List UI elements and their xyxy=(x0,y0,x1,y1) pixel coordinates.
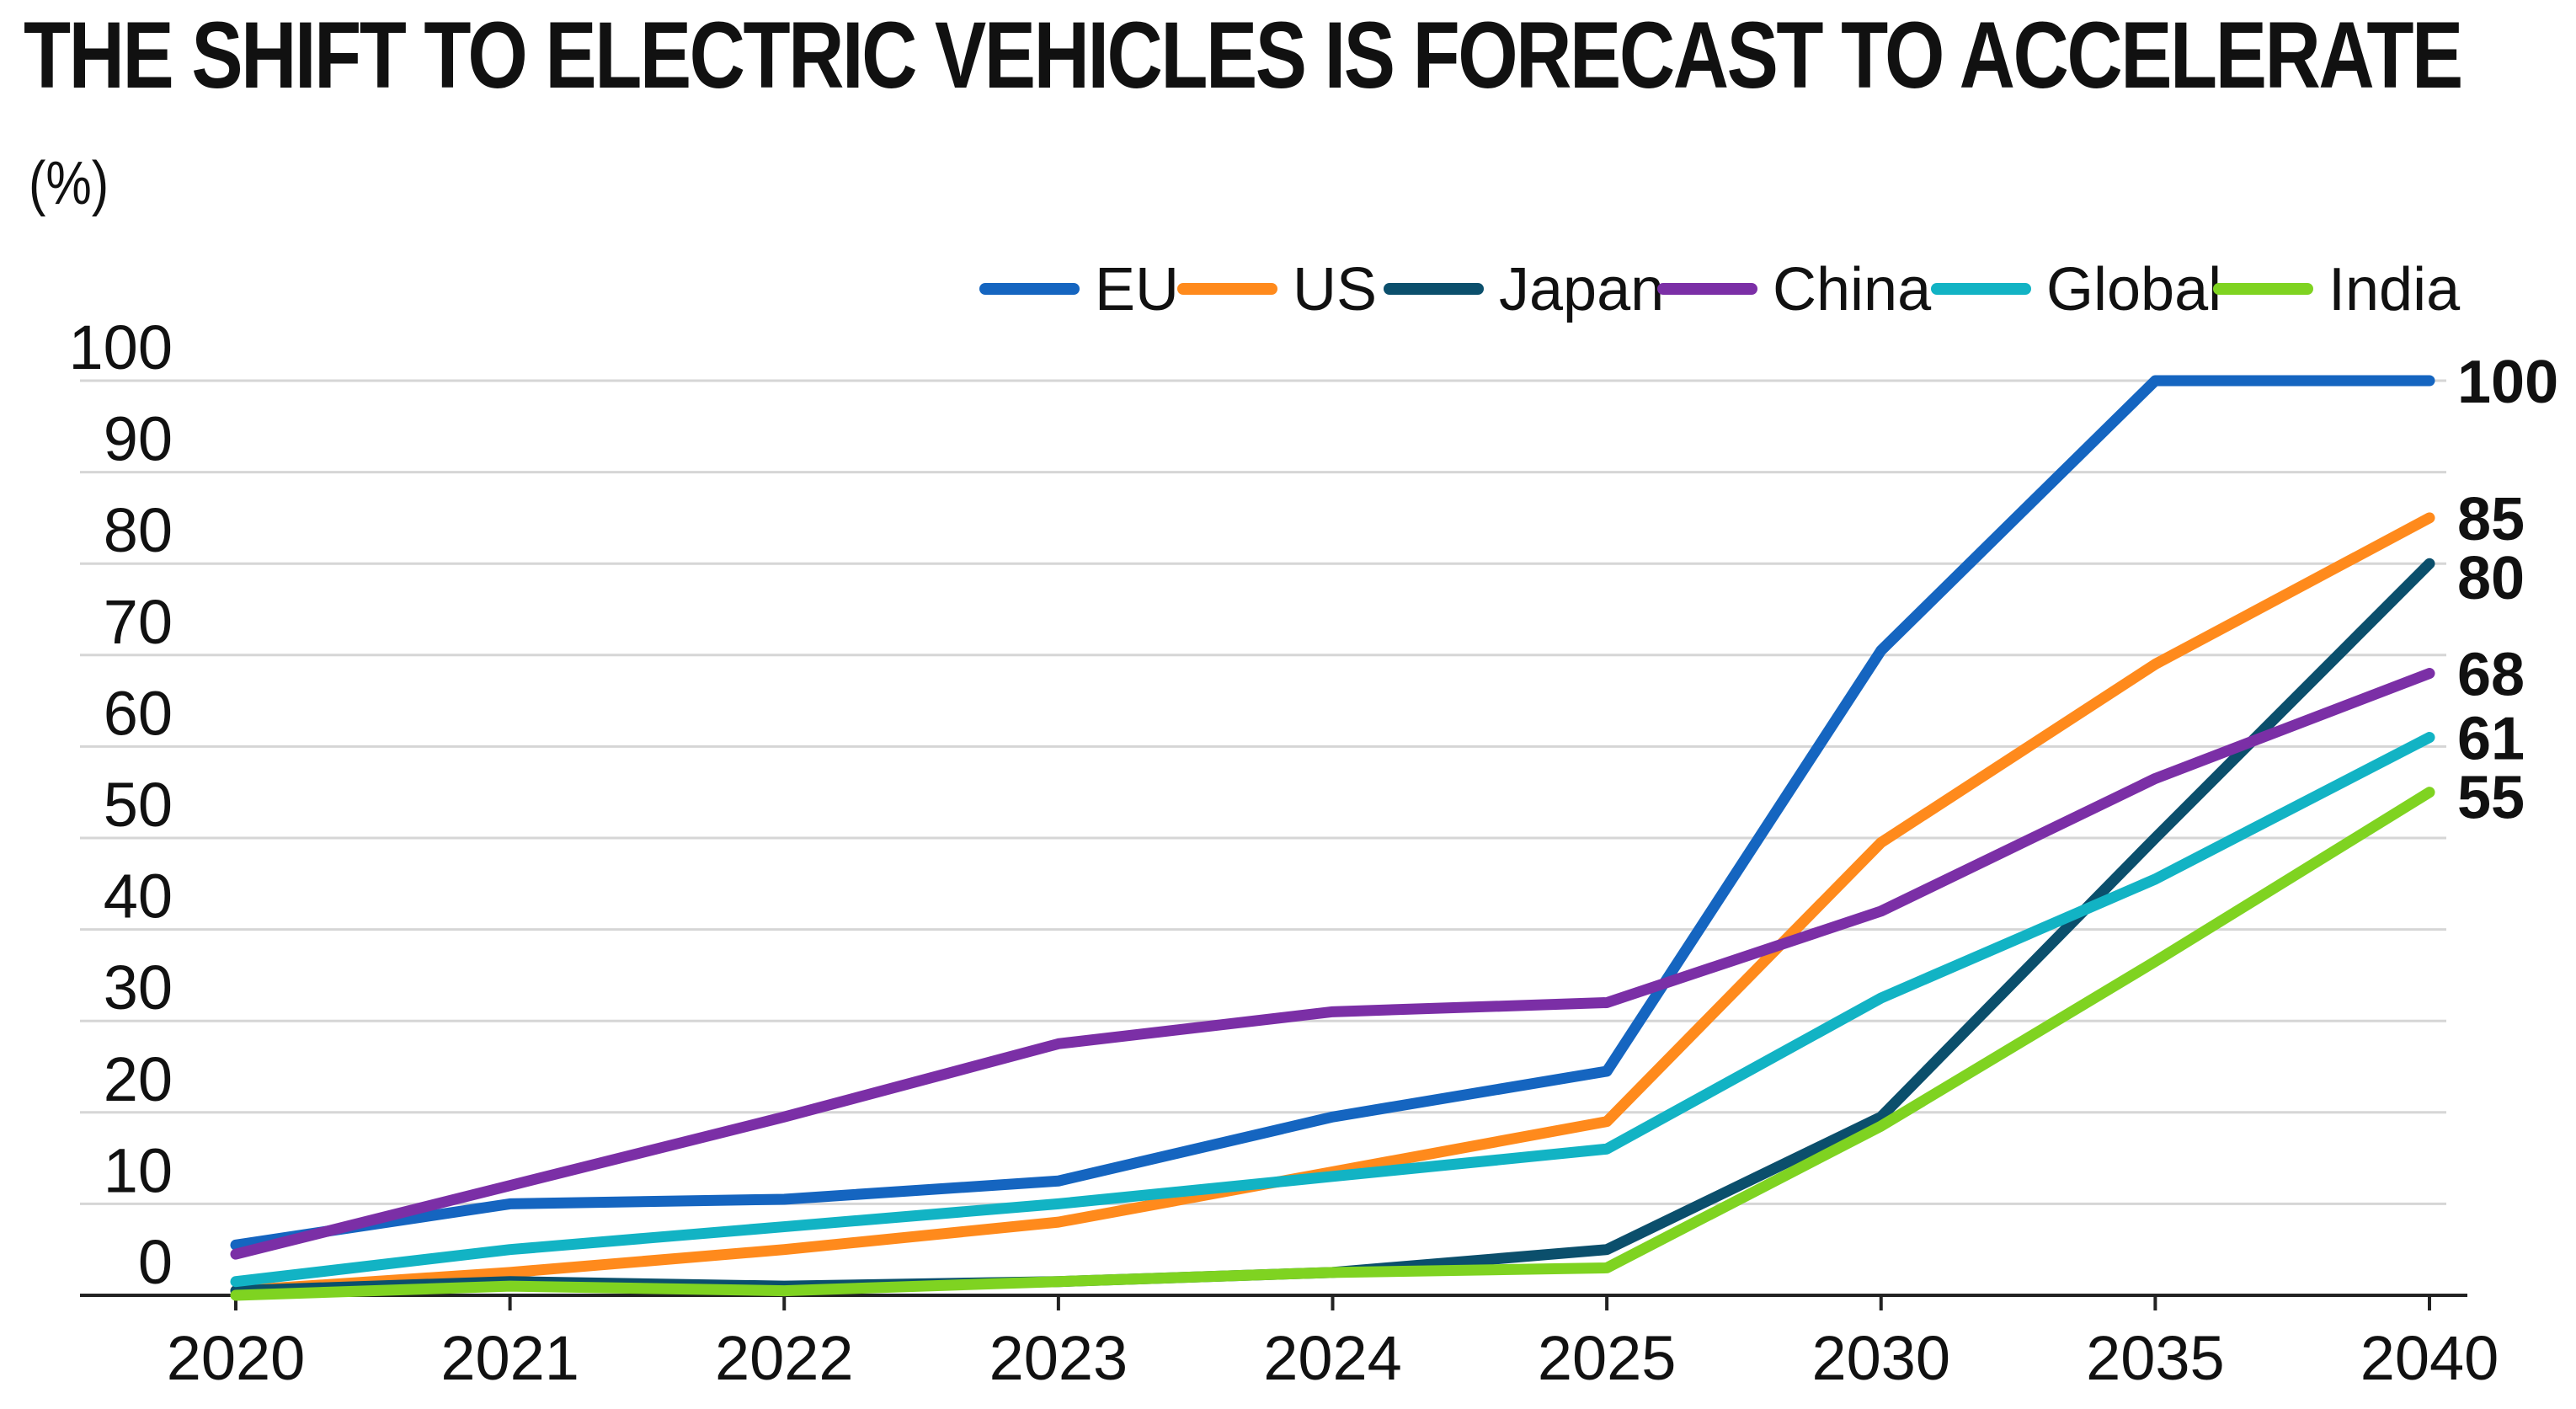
legend-label-india: India xyxy=(2328,256,2461,323)
x-axis-ticks: 2020 2021 2022 2023 2024 2025 2030 2035 2040 xyxy=(167,1295,2499,1393)
y-axis-unit-label: (%) xyxy=(29,150,109,217)
x-tick-label-2022: 2022 xyxy=(715,1323,854,1393)
legend-label-us: US xyxy=(1293,256,1377,323)
gridlines xyxy=(80,379,2446,1205)
y-tick-label-100: 100 xyxy=(69,312,173,382)
x-tick-label-2020: 2020 xyxy=(167,1323,306,1393)
legend-label-japan: Japan xyxy=(1499,256,1664,323)
series-lines xyxy=(230,375,2435,1301)
end-label-global: 61 xyxy=(2457,706,2525,773)
y-tick-label-40: 40 xyxy=(104,862,173,931)
y-tick-label-90: 90 xyxy=(104,404,173,474)
end-label-us: 85 xyxy=(2457,486,2525,553)
legend-label-eu: EU xyxy=(1095,256,1179,323)
legend-label-china: China xyxy=(1773,256,1932,323)
y-axis-ticks: 0 10 20 30 40 50 60 70 80 90 100 xyxy=(69,312,173,1297)
y-tick-label-30: 30 xyxy=(104,953,173,1022)
series-line-india xyxy=(230,787,2435,1301)
y-tick-label-60: 60 xyxy=(104,678,173,748)
end-label-china: 68 xyxy=(2457,642,2525,709)
series-line-eu xyxy=(230,375,2435,1251)
x-tick-label-2025: 2025 xyxy=(1538,1323,1677,1393)
x-tick-label-2021: 2021 xyxy=(440,1323,579,1393)
x-tick-label-2040: 2040 xyxy=(2360,1323,2499,1393)
y-tick-label-80: 80 xyxy=(104,495,173,565)
legend: EU US Japan China Global India xyxy=(979,256,2461,323)
x-tick-label-2035: 2035 xyxy=(2086,1323,2225,1393)
y-tick-label-10: 10 xyxy=(104,1135,173,1205)
x-tick-label-2024: 2024 xyxy=(1263,1323,1402,1393)
x-tick-label-2023: 2023 xyxy=(989,1323,1128,1393)
end-label-india: 55 xyxy=(2457,765,2525,832)
series-line-china xyxy=(230,668,2435,1260)
y-tick-label-0: 0 xyxy=(138,1227,173,1297)
end-label-eu: 100 xyxy=(2457,349,2558,416)
y-tick-label-20: 20 xyxy=(104,1044,173,1114)
y-tick-label-50: 50 xyxy=(104,770,173,840)
x-tick-label-2030: 2030 xyxy=(1811,1323,1950,1393)
end-label-japan: 80 xyxy=(2457,545,2525,612)
chart-title: THE SHIFT TO ELECTRIC VEHICLES IS FORECA… xyxy=(24,3,2463,108)
legend-label-global: Global xyxy=(2046,256,2221,323)
series-line-global xyxy=(230,732,2435,1288)
y-tick-label-70: 70 xyxy=(104,587,173,657)
